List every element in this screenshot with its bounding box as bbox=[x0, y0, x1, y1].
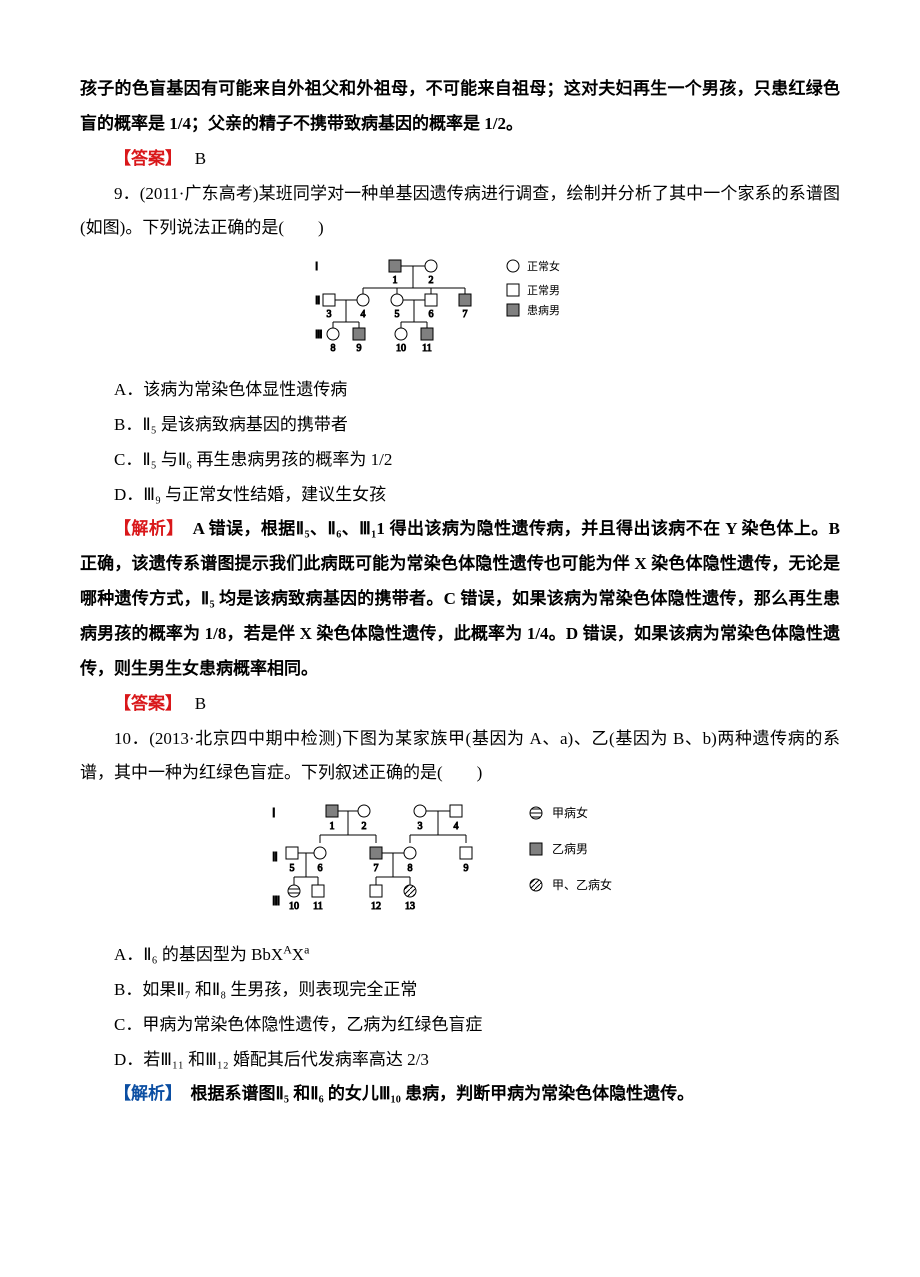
svg-text:1: 1 bbox=[393, 275, 398, 286]
q10-optA-pre: A．Ⅱ₆ 的基因型为 BbX bbox=[114, 945, 283, 964]
q9-answer-value: B bbox=[195, 694, 206, 713]
pedigree-9-svg: 1 2 3 4 5 6 7 8 9 10 11 Ⅰ Ⅱ Ⅲ 正常女 正常 bbox=[315, 254, 605, 354]
q10-optD: D．若Ⅲ₁₁ 和Ⅲ₁₂ 婚配其后代发病率高达 2/3 bbox=[80, 1043, 840, 1078]
legend9-l3: 患病男 bbox=[527, 303, 560, 317]
q9-analysis-text: A 错误，根据Ⅱ₅、Ⅱ₆、Ⅲ₁1 得出该病为隐性遗传病，并且得出该病不在 Y 染… bbox=[80, 519, 840, 677]
q9-analysis: 【解析】 A 错误，根据Ⅱ₅、Ⅱ₆、Ⅲ₁1 得出该病为隐性遗传病，并且得出该病不… bbox=[80, 512, 840, 686]
svg-text:3: 3 bbox=[418, 821, 423, 832]
svg-text:Ⅰ: Ⅰ bbox=[315, 261, 318, 273]
analysis-label: 【解析】 bbox=[114, 519, 175, 538]
q9-optA: A．该病为常染色体显性遗传病 bbox=[80, 373, 840, 408]
svg-text:5: 5 bbox=[395, 309, 400, 320]
svg-text:5: 5 bbox=[290, 863, 295, 874]
svg-text:11: 11 bbox=[313, 901, 323, 912]
svg-text:9: 9 bbox=[357, 343, 362, 354]
svg-text:Ⅲ: Ⅲ bbox=[272, 894, 280, 908]
q10-optA-supB: a bbox=[304, 942, 309, 956]
q10-optA-supA: A bbox=[283, 942, 292, 956]
q10-pedigree-figure: Ⅰ Ⅱ Ⅲ 1 2 3 4 5 6 7 8 9 10 11 12 13 bbox=[80, 799, 840, 932]
answer-8-value: B bbox=[195, 149, 206, 168]
svg-text:Ⅱ: Ⅱ bbox=[315, 295, 320, 307]
svg-text:3: 3 bbox=[327, 309, 332, 320]
svg-text:13: 13 bbox=[405, 901, 415, 912]
q10-optC: C．甲病为常染色体隐性遗传，乙病为红绿色盲症 bbox=[80, 1008, 840, 1043]
svg-text:Ⅲ: Ⅲ bbox=[315, 329, 323, 341]
q10-stem: 10．(2013·北京四中期中检测)下图为某家族甲(基因为 A、a)、乙(基因为… bbox=[80, 722, 840, 792]
legend9-l1: 正常女 bbox=[527, 259, 560, 273]
q9-optD: D．Ⅲ₉ 与正常女性结婚，建议生女孩 bbox=[80, 478, 840, 513]
q10-optB: B．如果Ⅱ₇ 和Ⅱ₈ 生男孩，则表现完全正常 bbox=[80, 973, 840, 1008]
pedigree-10-svg: Ⅰ Ⅱ Ⅲ 1 2 3 4 5 6 7 8 9 10 11 12 13 bbox=[260, 799, 660, 919]
legend10-l2: 乙病男 bbox=[552, 841, 588, 856]
answer-8-line: 【答案】 B bbox=[80, 142, 840, 177]
svg-text:2: 2 bbox=[429, 275, 434, 286]
q10-analysis-text: 根据系谱图Ⅱ₅ 和Ⅱ₆ 的女儿Ⅲ₁₀ 患病，判断甲病为常染色体隐性遗传。 bbox=[191, 1084, 695, 1103]
svg-text:9: 9 bbox=[464, 863, 469, 874]
svg-text:1: 1 bbox=[330, 821, 335, 832]
svg-text:8: 8 bbox=[408, 863, 413, 874]
svg-text:7: 7 bbox=[463, 309, 468, 320]
legend10-l3: 甲、乙病女 bbox=[552, 877, 612, 892]
svg-text:6: 6 bbox=[429, 309, 434, 320]
svg-text:2: 2 bbox=[362, 821, 367, 832]
svg-text:Ⅱ: Ⅱ bbox=[272, 850, 278, 864]
svg-text:12: 12 bbox=[371, 901, 381, 912]
legend9-l2: 正常男 bbox=[527, 284, 560, 297]
analysis-label-10: 【解析】 bbox=[114, 1084, 174, 1103]
q10-optA: A．Ⅱ₆ 的基因型为 BbXAXa bbox=[80, 938, 840, 973]
svg-text:11: 11 bbox=[422, 343, 432, 354]
q10-analysis: 【解析】 根据系谱图Ⅱ₅ 和Ⅱ₆ 的女儿Ⅲ₁₀ 患病，判断甲病为常染色体隐性遗传… bbox=[80, 1077, 840, 1112]
svg-text:7: 7 bbox=[374, 863, 379, 874]
q9-stem: 9．(2011·广东高考)某班同学对一种单基因遗传病进行调查，绘制并分析了其中一… bbox=[80, 177, 840, 247]
answer-label-9: 【答案】 bbox=[114, 694, 174, 713]
legend10-l1: 甲病女 bbox=[552, 805, 588, 820]
svg-text:10: 10 bbox=[289, 901, 299, 912]
q9-answer-line: 【答案】 B bbox=[80, 687, 840, 722]
intro-paragraph: 孩子的色盲基因有可能来自外祖父和外祖母，不可能来自祖母；这对夫妇再生一个男孩，只… bbox=[80, 72, 840, 142]
q9-optB: B．Ⅱ₅ 是该病致病基因的携带者 bbox=[80, 408, 840, 443]
q9-optC: C．Ⅱ₅ 与Ⅱ₆ 再生患病男孩的概率为 1/2 bbox=[80, 443, 840, 478]
svg-text:6: 6 bbox=[318, 863, 323, 874]
svg-text:8: 8 bbox=[331, 343, 336, 354]
q10-optA-mid: X bbox=[292, 945, 304, 964]
q9-pedigree-figure: 1 2 3 4 5 6 7 8 9 10 11 Ⅰ Ⅱ Ⅲ 正常女 正常 bbox=[80, 254, 840, 367]
svg-text:Ⅰ: Ⅰ bbox=[272, 806, 276, 820]
answer-label: 【答案】 bbox=[114, 149, 174, 168]
svg-text:4: 4 bbox=[361, 309, 366, 320]
svg-text:10: 10 bbox=[396, 343, 406, 354]
svg-text:4: 4 bbox=[454, 821, 459, 832]
